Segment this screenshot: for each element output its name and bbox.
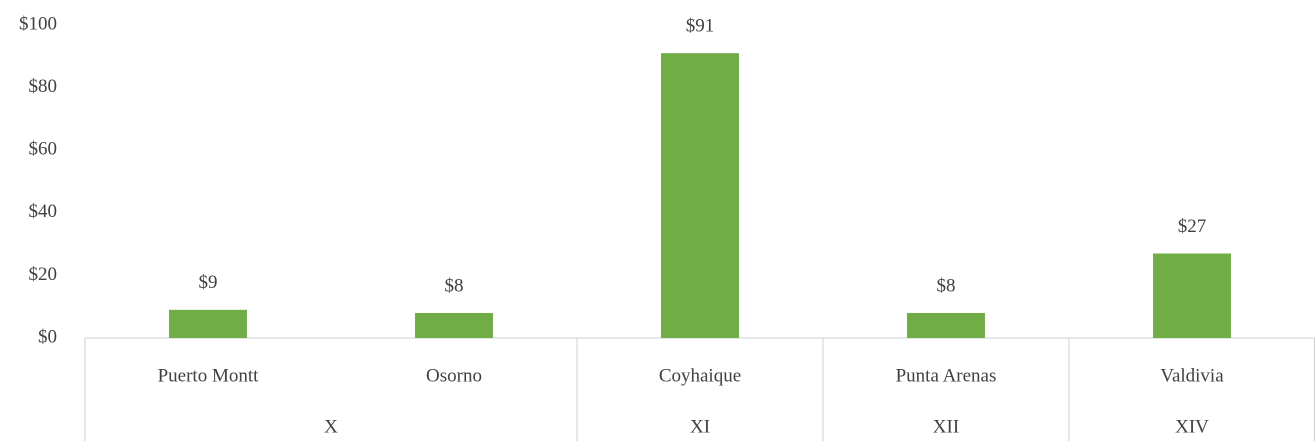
group-label: XIV	[1175, 416, 1209, 437]
data-label: $8	[937, 275, 956, 296]
y-tick-label: $20	[29, 264, 58, 285]
data-label: $27	[1178, 216, 1207, 237]
data-label: $91	[686, 16, 715, 37]
bar	[1153, 253, 1231, 338]
y-tick-label: $80	[29, 76, 58, 97]
data-label: $9	[199, 272, 218, 293]
x-tick-label: Punta Arenas	[896, 365, 997, 386]
data-label: $8	[445, 275, 464, 296]
group-label: XI	[690, 416, 710, 437]
bar	[415, 312, 493, 338]
bar	[169, 309, 247, 338]
group-label: XII	[933, 416, 959, 437]
bar	[661, 53, 739, 339]
group-label: X	[324, 416, 338, 437]
y-tick-label: $100	[19, 13, 57, 34]
y-tick-label: $40	[29, 201, 58, 222]
x-tick-label: Puerto Montt	[158, 365, 260, 386]
x-tick-label: Valdivia	[1160, 365, 1224, 386]
x-tick-label: Coyhaique	[659, 365, 741, 386]
bar	[907, 312, 985, 338]
x-tick-label: Osorno	[426, 365, 482, 386]
y-tick-label: $60	[29, 139, 58, 160]
y-tick-label: $0	[38, 326, 57, 347]
